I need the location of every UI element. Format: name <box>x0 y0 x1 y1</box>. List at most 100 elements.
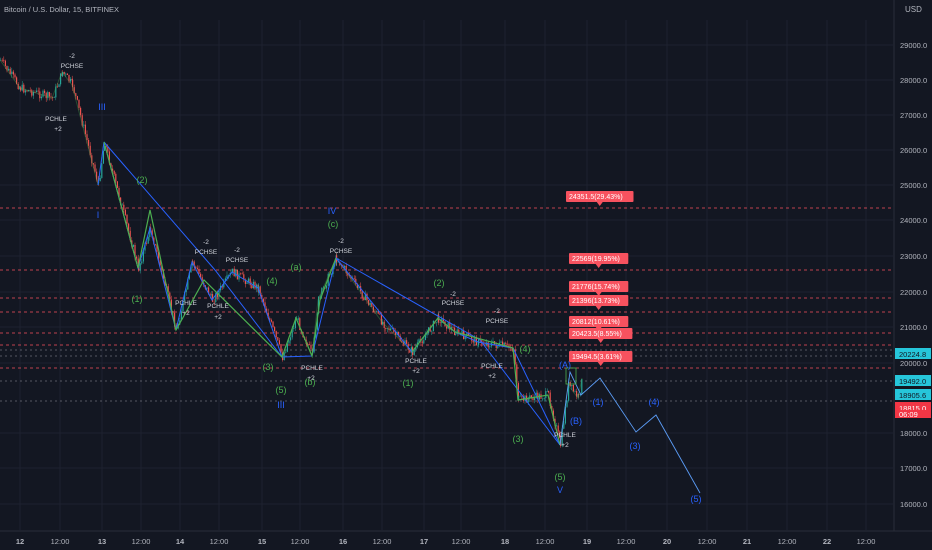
time-tick: 19 <box>583 537 591 546</box>
wave-annotation: PCHSE <box>226 257 249 264</box>
wave-annotation: (1) <box>403 378 414 388</box>
target-labels: 24351.5(29.43%) 22569(19.95%) 21776(15.74%… <box>566 191 634 366</box>
wave-annotation: (c) <box>328 219 339 229</box>
wave-annotation: PCHLE <box>175 300 197 307</box>
wave-annotation: PCHLE <box>554 432 576 439</box>
wave-annotation: III <box>98 102 106 112</box>
wave-annotation: PCHLE <box>207 303 229 310</box>
price-axis[interactable]: 29000.0 28000.0 27000.0 26000.0 25000.0 24000… <box>893 0 931 531</box>
time-tick: 17 <box>420 537 428 546</box>
wave-annotation: PCHSE <box>330 248 353 255</box>
time-tick: 12:00 <box>536 537 555 546</box>
wave-annotation: (3) <box>513 434 524 444</box>
svg-text:24351.5(29.43%): 24351.5(29.43%) <box>569 194 623 201</box>
wave-annotation: -2 <box>450 291 456 298</box>
wave-annotation: -2 <box>494 308 500 315</box>
svg-text:06:09: 06:09 <box>899 410 918 419</box>
wave-annotation: (3) <box>630 441 641 451</box>
time-tick: 13 <box>98 537 106 546</box>
wave-annotation: PCHLE <box>481 363 503 370</box>
price-tick: 26000.0 <box>900 146 927 155</box>
svg-text:21396(13.73%): 21396(13.73%) <box>572 298 620 305</box>
svg-text:21776(15.74%): 21776(15.74%) <box>572 284 620 291</box>
wave-annotation: (b) <box>305 377 316 387</box>
time-tick: 12:00 <box>132 537 151 546</box>
time-tick: 12:00 <box>373 537 392 546</box>
svg-text:20423.5(8.55%): 20423.5(8.55%) <box>572 331 622 338</box>
wave-annotation: (1) <box>132 294 143 304</box>
price-tick: 17000.0 <box>900 464 927 473</box>
price-tick: 20000.0 <box>900 359 927 368</box>
wave-annotation: +2 <box>561 442 569 449</box>
wave-annotation: III <box>277 400 285 410</box>
time-tick: 18 <box>501 537 509 546</box>
time-tick: 12:00 <box>778 537 797 546</box>
price-tick: 22000.0 <box>900 288 927 297</box>
wave-annotation: (3) <box>263 362 274 372</box>
time-tick: 12:00 <box>291 537 310 546</box>
price-tick: 21000.0 <box>900 323 927 332</box>
price-tick: 23000.0 <box>900 252 927 261</box>
wave-annotation: +2 <box>307 375 315 382</box>
wave-annotation: PCHLE <box>301 365 323 372</box>
wave-annotation: +2 <box>54 126 62 133</box>
wave-annotation: -2 <box>338 238 344 245</box>
time-tick: 12 <box>16 537 24 546</box>
target-label: 22569(19.95%) <box>569 253 629 268</box>
time-tick: 12:00 <box>698 537 717 546</box>
price-tick: 16000.0 <box>900 500 927 509</box>
wave-annotation: -2 <box>203 239 209 246</box>
time-tick: 12:00 <box>51 537 70 546</box>
wave-annotation: +2 <box>214 314 222 321</box>
wave-annotation: (5) <box>276 385 287 395</box>
price-tick: 27000.0 <box>900 111 927 120</box>
target-label: 21396(13.73%) <box>569 295 629 310</box>
grid-lines <box>0 20 893 530</box>
wave-annotation: (4) <box>267 276 278 286</box>
wave-annotation: (4) <box>520 344 531 354</box>
wave-annotation: PCHSE <box>195 249 218 256</box>
price-tag: 18815.0 <box>895 402 931 413</box>
wave-annotation: +2 <box>488 373 496 380</box>
time-axis[interactable]: 12 12:00 13 12:00 14 12:00 15 12:00 16 12:00 17 12:… <box>0 530 932 546</box>
wave-annotation: I <box>97 210 100 220</box>
svg-text:20224.8: 20224.8 <box>899 350 926 359</box>
wave-annotation: (1) <box>593 397 604 407</box>
price-tag: 19492.0 <box>895 375 931 386</box>
target-label: 19494.5(3.61%) <box>569 351 633 366</box>
currency-label: USD <box>905 5 922 14</box>
wave-annotation: (A) <box>559 360 571 370</box>
price-tick: 28000.0 <box>900 76 927 85</box>
wave-annotation: -2 <box>69 53 75 60</box>
time-tick: 21 <box>743 537 751 546</box>
svg-text:18905.6: 18905.6 <box>899 391 926 400</box>
price-tag: 18905.6 <box>895 389 931 400</box>
wave-annotation: PCHSE <box>61 63 84 70</box>
wave-annotation: (2) <box>137 175 148 185</box>
wave-annotation: PCHLE <box>45 116 67 123</box>
time-tick: 12:00 <box>617 537 636 546</box>
time-tick: 12:00 <box>857 537 876 546</box>
target-label: 20423.5(8.55%) <box>569 328 633 343</box>
wave-annotation: IV <box>328 206 337 216</box>
target-level-lines <box>0 207 893 402</box>
wave-annotation: +2 <box>182 310 190 317</box>
wave-annotation: (5) <box>555 472 566 482</box>
time-tick: 14 <box>176 537 185 546</box>
price-tick: 18000.0 <box>900 429 927 438</box>
time-tick: 15 <box>258 537 266 546</box>
target-label: 24351.5(29.43%) <box>566 191 634 206</box>
wave-drawings <box>97 141 701 494</box>
svg-text:18815.0: 18815.0 <box>899 404 926 413</box>
wave-annotation: (5) <box>691 494 702 504</box>
price-tick: 29000.0 <box>900 41 927 50</box>
target-label: 21776(15.74%) <box>569 281 629 296</box>
wave-annotation: PCHSE <box>486 318 509 325</box>
price-tick: 24000.0 <box>900 216 927 225</box>
time-tick: 16 <box>339 537 347 546</box>
price-tag: 06:09 <box>895 410 931 419</box>
wave-annotation: V <box>557 485 563 495</box>
